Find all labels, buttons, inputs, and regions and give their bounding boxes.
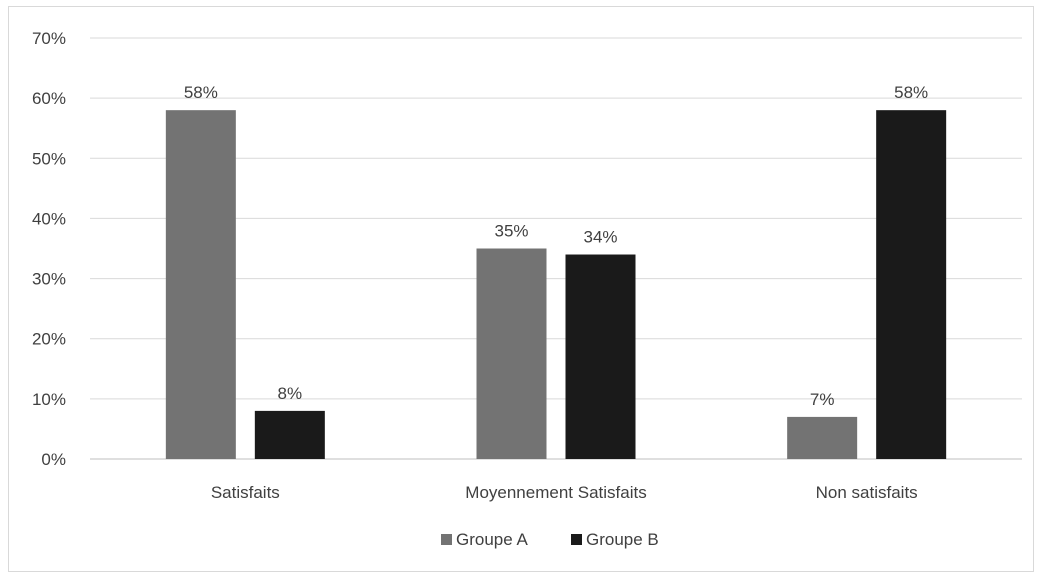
bar-groupe-a <box>165 110 236 460</box>
bar-groupe-a <box>787 416 858 459</box>
x-category-label: Non satisfaits <box>816 483 918 502</box>
y-tick-label: 50% <box>32 149 66 168</box>
bar-groupe-a <box>476 248 547 459</box>
x-category-label: Satisfaits <box>211 483 280 502</box>
legend-swatch <box>441 534 452 545</box>
y-tick-label: 70% <box>32 29 66 48</box>
data-label: 8% <box>278 384 303 403</box>
data-label: 58% <box>894 83 928 102</box>
y-axis-tick-labels: 0% 10% 20% 30% 40% 50% 60% 70% <box>32 29 66 469</box>
y-tick-label: 20% <box>32 330 66 349</box>
legend-label: Groupe B <box>586 530 659 549</box>
bar-groupe-b <box>876 110 947 460</box>
x-category-label: Moyennement Satisfaits <box>465 483 646 502</box>
bar-groupe-b <box>254 410 325 459</box>
y-tick-label: 60% <box>32 89 66 108</box>
data-labels: 58% 8% 35% 34% 7% 58% <box>184 83 928 409</box>
gridlines <box>90 37 1022 460</box>
x-axis-category-labels: Satisfaits Moyennement Satisfaits Non sati… <box>211 483 918 502</box>
data-label: 58% <box>184 83 218 102</box>
legend: Groupe A Groupe B <box>441 530 659 549</box>
legend-label: Groupe A <box>456 530 528 549</box>
bars <box>165 110 947 460</box>
y-tick-label: 40% <box>32 209 66 228</box>
y-tick-label: 0% <box>41 450 66 469</box>
data-label: 7% <box>810 390 835 409</box>
data-label: 35% <box>494 222 528 241</box>
bar-groupe-b <box>565 254 636 459</box>
data-label: 34% <box>583 228 617 247</box>
y-tick-label: 10% <box>32 390 66 409</box>
legend-swatch <box>571 534 582 545</box>
y-tick-label: 30% <box>32 270 66 289</box>
